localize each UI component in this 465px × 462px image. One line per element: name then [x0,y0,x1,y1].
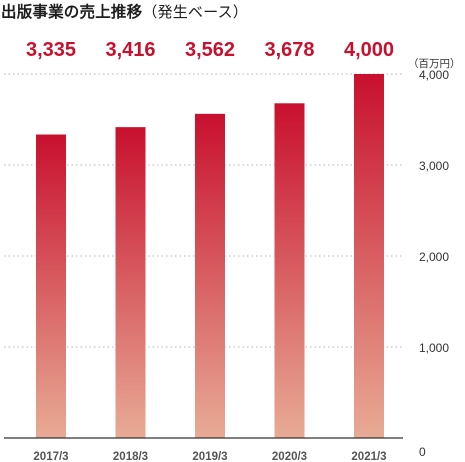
y-tick-label: 2,000 [419,250,449,264]
y-tick-label: 0 [419,445,426,459]
bars [36,74,384,439]
category-label: 2018/3 [113,451,148,462]
value-label: 3,678 [264,39,314,61]
chart-title-main: 出版事業の売上推移 [1,3,143,21]
y-tick-label: 4,000 [419,68,449,82]
y-axis-ticks: 0 1,000 2,000 3,000 4,000 [419,68,449,459]
x-axis-categories: 2017/3 2018/3 2019/3 2020/3 2021/3 [33,451,386,462]
value-label: 4,000 [344,39,394,61]
bar [195,113,225,438]
unit-label: （百万円） [408,58,461,70]
y-tick-label: 1,000 [419,341,449,355]
chart-subtitle: （発生ベース） [142,3,248,21]
value-label: 3,335 [26,39,76,61]
bar [36,134,66,438]
category-label: 2020/3 [272,451,307,462]
category-label: 2021/3 [351,451,386,462]
bar [274,103,305,438]
value-labels: 3,335 3,416 3,562 3,678 4,000 [26,39,394,61]
bar [354,74,384,438]
y-tick-label: 3,000 [419,159,449,173]
category-label: 2019/3 [192,451,227,462]
category-label: 2017/3 [33,451,68,462]
bar [115,127,146,439]
value-label: 3,562 [185,39,235,61]
chart-title: 出版事業の売上推移（発生ベース） [1,0,248,22]
value-label: 3,416 [105,39,155,61]
